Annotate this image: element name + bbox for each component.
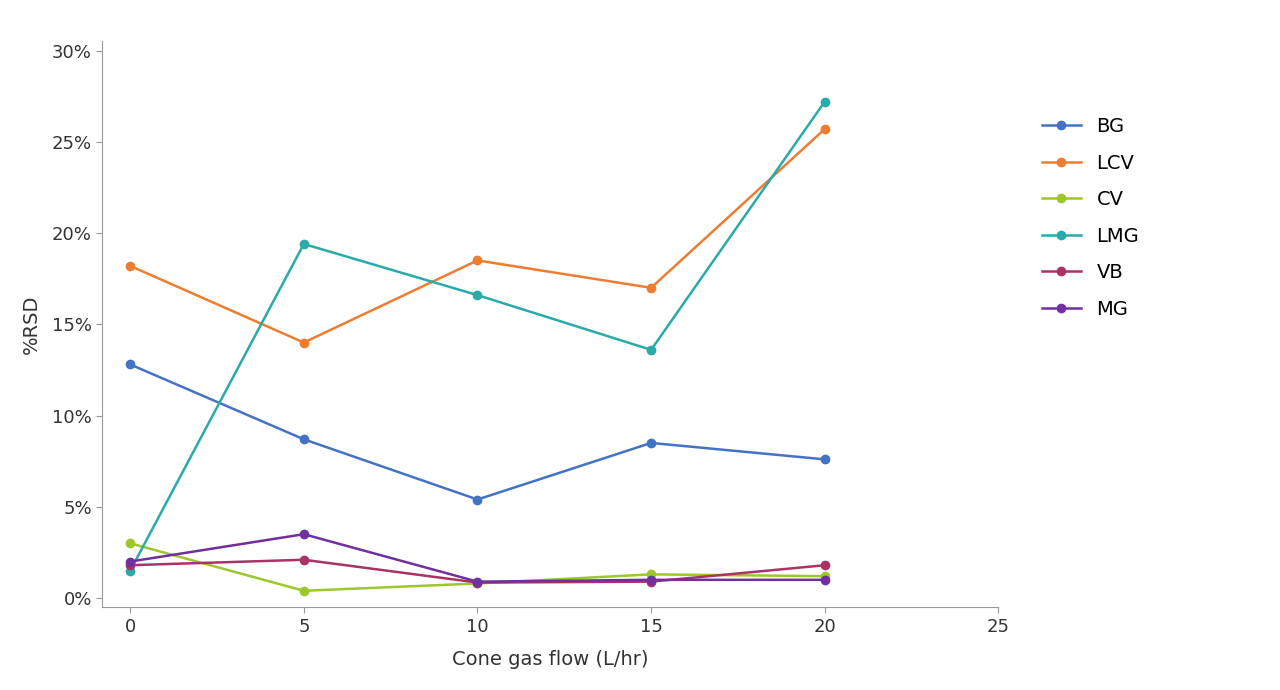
Line: MG: MG	[125, 530, 829, 586]
Legend: BG, LCV, CV, LMG, VB, MG: BG, LCV, CV, LMG, VB, MG	[1034, 109, 1147, 326]
BG	[470, 495, 485, 504]
Line: VB: VB	[125, 555, 829, 586]
VB	[644, 578, 659, 586]
LMG	[644, 346, 659, 354]
MG	[470, 578, 485, 586]
LMG	[123, 566, 138, 575]
CV	[817, 572, 832, 580]
BG	[644, 439, 659, 447]
CV	[296, 586, 311, 595]
CV	[470, 580, 485, 588]
Y-axis label: %RSD: %RSD	[22, 295, 41, 354]
BG	[817, 455, 832, 464]
LMG	[296, 240, 311, 248]
CV	[644, 570, 659, 578]
LCV	[644, 284, 659, 292]
Line: CV: CV	[125, 539, 829, 595]
X-axis label: Cone gas flow (L/hr): Cone gas flow (L/hr)	[452, 649, 649, 669]
VB	[817, 561, 832, 569]
LMG	[470, 291, 485, 299]
BG	[123, 360, 138, 368]
Line: BG: BG	[125, 360, 829, 504]
VB	[296, 555, 311, 564]
MG	[817, 575, 832, 584]
LCV	[470, 256, 485, 264]
CV	[123, 539, 138, 547]
Line: LMG: LMG	[125, 97, 829, 575]
LCV	[296, 338, 311, 346]
LMG	[817, 97, 832, 106]
Line: LCV: LCV	[125, 125, 829, 346]
LCV	[817, 125, 832, 133]
MG	[123, 558, 138, 566]
VB	[470, 578, 485, 586]
BG	[296, 435, 311, 444]
MG	[296, 530, 311, 538]
LCV	[123, 262, 138, 270]
VB	[123, 561, 138, 569]
MG	[644, 575, 659, 584]
